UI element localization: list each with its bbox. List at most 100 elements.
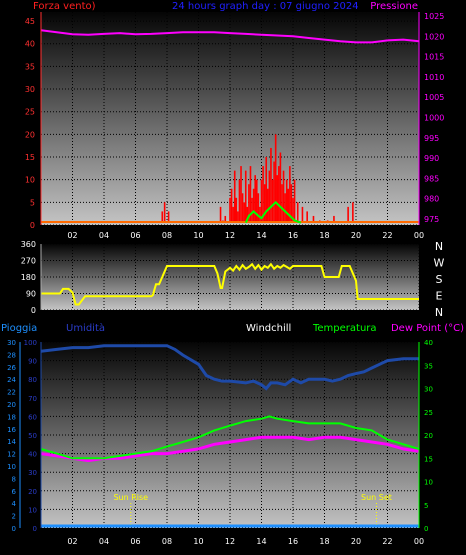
humidity-tick-label: 80: [28, 376, 37, 384]
humidity-axis-ticks: 0 10 20 30 40 50 60 70 80 90 100: [24, 339, 37, 533]
wind-pressure-x-ticks: 02 04 06 08 10 12 14 16 18 20 22 00: [67, 231, 424, 240]
rain-tick-label: 8: [12, 475, 16, 483]
pressure-tick-label: 975: [424, 215, 439, 224]
pressure-tick-label: 980: [424, 195, 439, 204]
temperature-x-tick-label: 18: [319, 537, 329, 546]
temperature-tick-label: 30: [424, 386, 433, 394]
rain-tick-label: 26: [7, 364, 16, 372]
rain-tick-label: 22: [7, 389, 16, 397]
dewpoint-label: Dew Point (°C): [391, 323, 464, 334]
humidity-tick-label: 100: [24, 339, 37, 347]
rain-tick-label: 6: [12, 488, 17, 496]
rain-tick-label: 14: [7, 438, 16, 446]
temperature-tick-label: 40: [424, 339, 433, 347]
compass-label: E: [436, 290, 443, 303]
rain-tick-label: 24: [7, 376, 16, 384]
wind-x-tick-label: 14: [256, 231, 266, 240]
wind-x-tick-label: 10: [193, 231, 203, 240]
temperature-tick-label: 5: [424, 502, 428, 510]
direction-tick-label: 0: [31, 306, 36, 315]
temperature-tick-label: 10: [424, 479, 433, 487]
temperature-x-tick-label: 16: [288, 537, 298, 546]
temperature-tick-label: 35: [424, 362, 433, 370]
direction-axis-ticks: 0 90 180 270 360: [21, 240, 36, 315]
wind-tick-label: 0: [30, 221, 35, 230]
compass-label: N: [435, 240, 443, 253]
wind-x-tick-label: 06: [130, 231, 140, 240]
humidity-tick-label: 30: [28, 469, 37, 477]
temperature-x-tick-label: 00: [414, 537, 424, 546]
pressure-line: [40, 29, 420, 44]
temperature-line: [40, 415, 420, 460]
direction-tick-label: 270: [21, 257, 36, 266]
temperature-tick-label: 20: [424, 432, 433, 440]
pressure-tick-label: 995: [424, 134, 439, 143]
humidity-tick-label: 0: [33, 525, 37, 533]
sun-markers: Sun Rise Sun Set: [113, 493, 392, 526]
temperature-x-tick-label: 22: [382, 537, 392, 546]
temperature-x-tick-label: 12: [225, 537, 235, 546]
pressure-axis-label: Pressione: [370, 1, 418, 12]
compass-label: W: [434, 257, 445, 270]
wind-tick-label: 40: [25, 40, 35, 49]
temperature-tick-label: 15: [424, 455, 433, 463]
wind-tick-label: 35: [25, 62, 35, 71]
wind-x-tick-label: 04: [99, 231, 109, 240]
humidity-tick-label: 90: [28, 358, 37, 366]
temperature-x-tick-label: 14: [256, 537, 266, 546]
humidity-tick-label: 60: [28, 413, 37, 421]
humidity-tick-label: 10: [28, 506, 37, 514]
pressure-tick-label: 1015: [424, 53, 444, 62]
rain-tick-label: 10: [7, 463, 16, 471]
rain-label: Pioggia: [1, 323, 37, 334]
temperature-humidity-chart: Sun Rise Sun Set 024681012141618202224262…: [1, 322, 464, 546]
humidity-tick-label: 40: [28, 451, 37, 459]
pressure-tick-label: 990: [424, 154, 439, 163]
compass-label: S: [436, 273, 443, 286]
wind-x-tick-label: 16: [288, 231, 298, 240]
rain-tick-label: 20: [7, 401, 16, 409]
wind-x-tick-label: 22: [382, 231, 392, 240]
temperature-label: Temperatura: [312, 323, 377, 334]
wind-axis-ticks: 0 5 10 15 20 25 30 35 40 45: [25, 17, 35, 230]
temperature-x-tick-label: 10: [193, 537, 203, 546]
sun-marker-label: Sun Set: [361, 493, 392, 502]
pressure-tick-label: 985: [424, 174, 439, 183]
wind-axis-label: Forza vento): [33, 1, 96, 12]
rain-tick-label: 12: [7, 451, 16, 459]
wind-tick-label: 45: [25, 17, 35, 26]
wind-tick-label: 20: [25, 130, 35, 139]
temperature-x-tick-label: 08: [162, 537, 172, 546]
pressure-tick-label: 1020: [424, 32, 444, 41]
wind-tick-label: 25: [25, 108, 35, 117]
pressure-tick-label: 1005: [424, 93, 444, 102]
wind-speed-bars: [161, 134, 354, 222]
temperature-x-tick-label: 02: [67, 537, 77, 546]
wind-tick-label: 30: [25, 85, 35, 94]
wind-x-tick-label: 02: [67, 231, 77, 240]
direction-tick-label: 360: [21, 240, 36, 249]
compass-label: N: [435, 306, 443, 319]
pressure-tick-label: 1000: [424, 113, 444, 122]
humidity-label: Umidità: [66, 322, 105, 334]
humidity-tick-label: 50: [28, 432, 37, 440]
wind-x-tick-label: 00: [414, 231, 424, 240]
rain-tick-label: 2: [12, 513, 16, 521]
direction-tick-label: 180: [21, 273, 36, 282]
pressure-tick-label: 1025: [424, 12, 444, 21]
wind-gust-line: [244, 200, 302, 224]
temperature-tick-label: 25: [424, 409, 433, 417]
wind-x-tick-label: 12: [225, 231, 235, 240]
humidity-tick-label: 70: [28, 395, 37, 403]
pressure-tick-label: 1010: [424, 73, 444, 82]
humidity-tick-label: 20: [28, 488, 37, 496]
rain-tick-label: 0: [12, 525, 16, 533]
rain-tick-label: 30: [7, 339, 16, 347]
temperature-x-tick-label: 20: [351, 537, 361, 546]
rain-tick-label: 28: [7, 351, 16, 359]
